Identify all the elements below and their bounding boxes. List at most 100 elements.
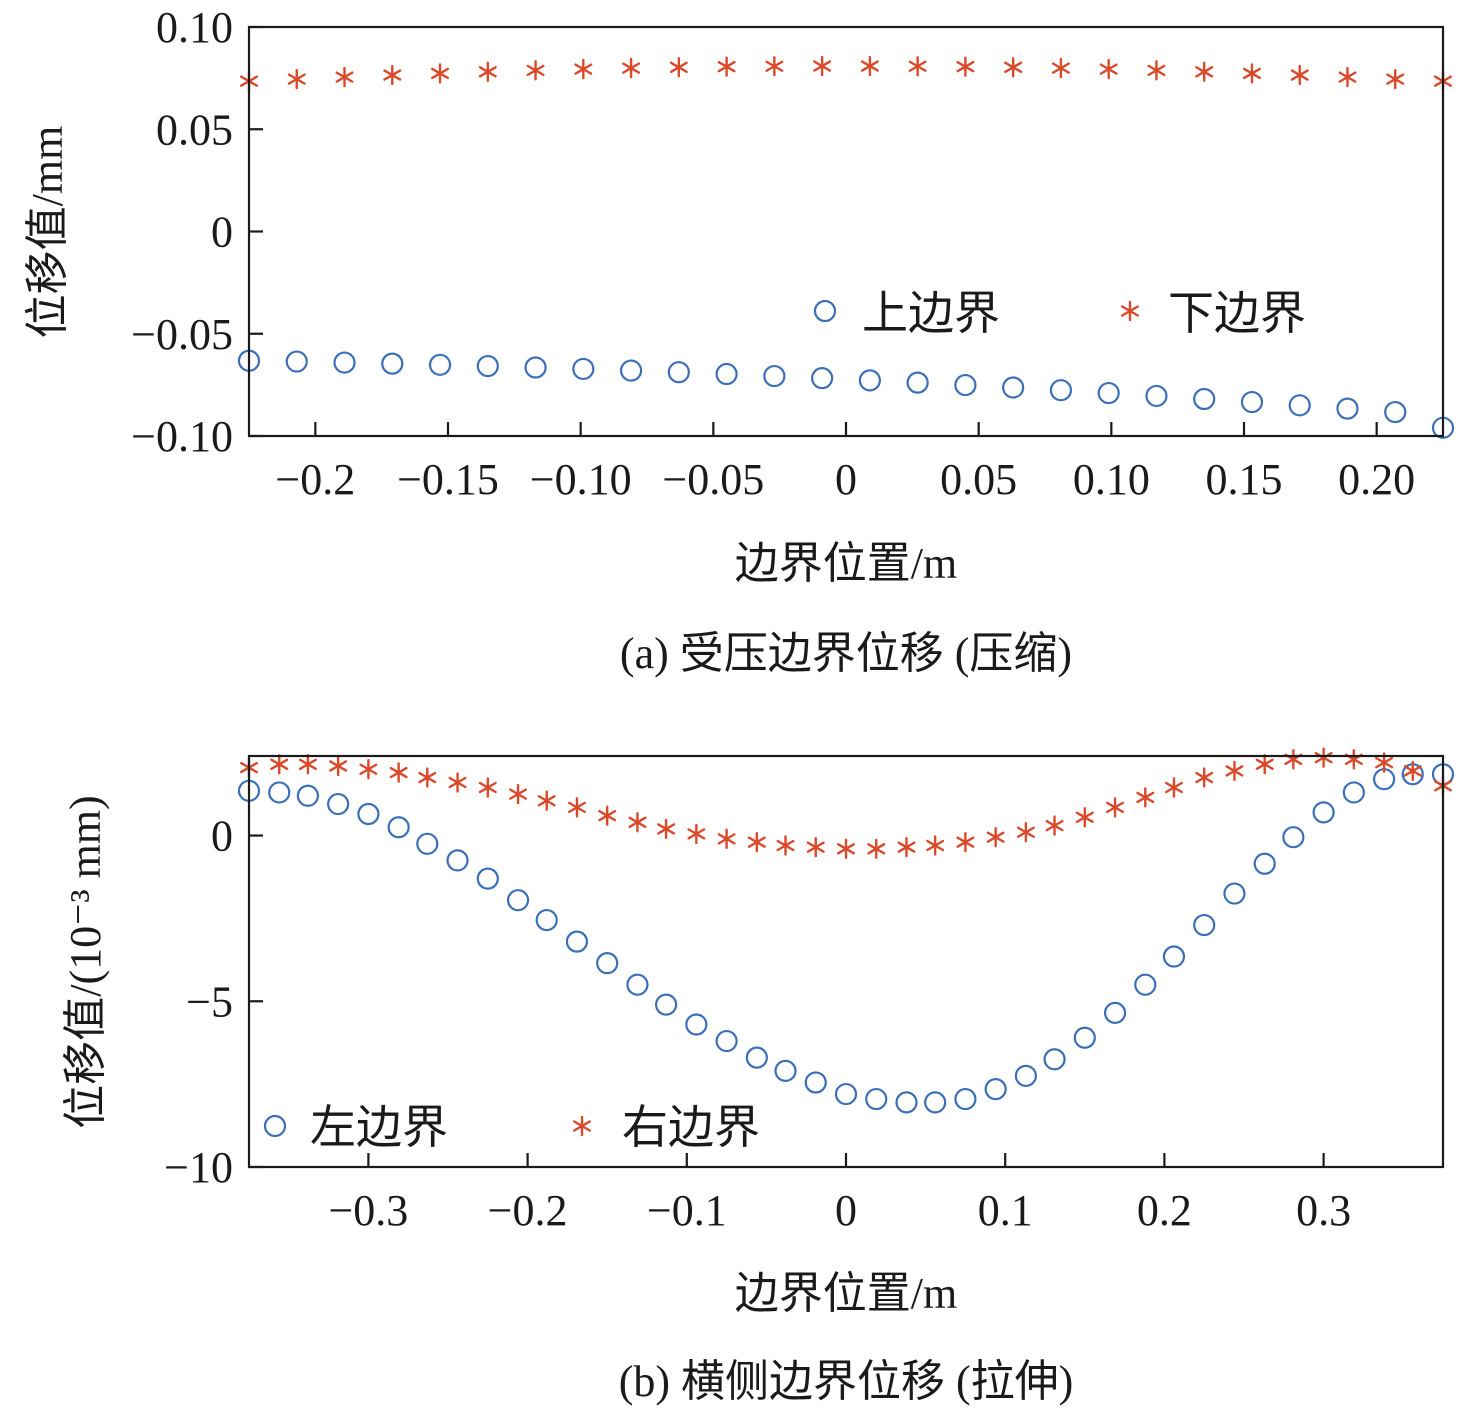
data-point-star (867, 838, 886, 860)
data-point-star (806, 836, 825, 858)
x-tick-label: −0.15 (397, 455, 499, 504)
data-point-star (1242, 63, 1261, 84)
data-point-circle (446, 849, 469, 872)
axis-ticks-a: −0.2 −0.15 −0.10 −0.05 0 0.05 0.10 0.15 0.20 0.10… (131, 3, 1415, 504)
data-point-star (1195, 61, 1214, 82)
data-point-circle (626, 973, 649, 996)
y-tick-label: −5 (186, 977, 233, 1026)
data-point-circle (745, 1046, 768, 1069)
legend-b: 左边界 右边界 (263, 1102, 760, 1153)
data-point-circle (774, 1059, 797, 1082)
data-point-circle (565, 930, 589, 953)
data-point-star (509, 783, 528, 805)
data-point-star (897, 836, 916, 858)
plot-area-b (237, 747, 1455, 1114)
x-tick-label: 0 (835, 455, 857, 504)
data-point-circle (387, 816, 410, 839)
data-point-star (1106, 797, 1125, 818)
series-a-0 (237, 349, 1455, 439)
data-point-star (359, 759, 378, 780)
series-b-0 (237, 763, 1455, 1114)
data-point-star (776, 835, 795, 856)
data-point-star (1136, 787, 1155, 808)
data-point-star (1314, 747, 1333, 768)
data-point-star (1147, 60, 1166, 81)
series-b-1 (240, 747, 1452, 860)
data-point-circle (1162, 945, 1186, 968)
x-tick-label: −0.2 (275, 455, 355, 504)
data-point-circle (619, 359, 643, 382)
data-point-circle (1342, 781, 1365, 804)
data-point-circle (685, 1013, 708, 1036)
data-point-circle (667, 361, 690, 384)
plot-area-a (237, 55, 1455, 439)
x-tick-label: 0.05 (940, 455, 1017, 504)
x-tick-label: 0.1 (978, 1186, 1033, 1235)
y-tick-label: 0.10 (156, 3, 233, 52)
plot-frame-a (247, 25, 1445, 438)
data-point-circle (804, 1071, 827, 1094)
legend-label-lower-boundary: 下边界 (1168, 288, 1306, 339)
y-axis-title-b: 位移值/(10⁻³ mm) (61, 795, 110, 1128)
data-point-star (687, 823, 706, 845)
legend-a: 上边界 下边界 (813, 288, 1306, 339)
data-point-star (383, 64, 402, 86)
data-point-star (335, 66, 354, 88)
data-point-star (669, 57, 688, 78)
data-point-circle (476, 867, 499, 890)
data-point-star (478, 777, 497, 798)
x-tick-label: 0.2 (1137, 1186, 1192, 1235)
x-tick-label: −0.1 (647, 1186, 727, 1235)
data-point-star (1051, 57, 1070, 79)
data-point-star (1386, 68, 1405, 90)
data-point-circle (1240, 390, 1264, 414)
data-point-star (448, 772, 467, 793)
data-point-circle (834, 1082, 858, 1106)
data-point-star (1255, 754, 1274, 775)
data-point-star (298, 754, 317, 775)
data-point-circle (895, 1091, 918, 1114)
x-tick-label: −0.2 (488, 1186, 568, 1235)
data-point-circle (1288, 394, 1311, 417)
data-point-circle (1282, 826, 1305, 849)
data-point-circle (715, 1029, 738, 1053)
data-point-circle (655, 993, 678, 1016)
data-point-star (526, 60, 545, 81)
y-axis-title-a: 位移值/mm (23, 126, 72, 339)
data-point-star (431, 63, 450, 84)
caption-b: (b) 横侧边界位移 (拉伸) (619, 1357, 1074, 1406)
data-point-circle (1336, 397, 1359, 420)
legend-marker-upper-boundary (813, 299, 837, 323)
data-point-star (717, 828, 736, 850)
data-point-circle (596, 952, 619, 975)
data-point-circle (858, 369, 881, 392)
axis-ticks-b: −0.3 −0.2 −0.1 0 0.1 0.2 0.3 0 −5 −10 (164, 812, 1351, 1235)
data-point-star (537, 790, 556, 811)
data-point-star (747, 831, 766, 853)
data-point-circle (506, 889, 530, 912)
data-point-circle (1014, 1064, 1037, 1087)
data-point-star (1045, 815, 1064, 836)
data-point-circle (1193, 913, 1216, 937)
data-point-circle (1223, 882, 1246, 905)
y-tick-label: −0.10 (131, 412, 233, 461)
data-point-star (926, 835, 945, 856)
data-point-circle (954, 373, 977, 397)
data-point-circle (524, 356, 547, 379)
data-point-circle (811, 367, 834, 390)
data-point-star (717, 56, 736, 77)
series-a-1 (240, 55, 1452, 92)
data-point-circle (1002, 376, 1025, 399)
data-point-circle (906, 371, 929, 394)
data-point-circle (763, 364, 786, 388)
data-point-star (986, 827, 1005, 848)
data-point-star (628, 812, 647, 833)
x-axis-title-a: 边界位置/m (735, 539, 957, 588)
data-point-star (1284, 749, 1303, 770)
legend-label-right-boundary: 右边界 (622, 1102, 760, 1153)
data-point-star (1099, 58, 1118, 80)
data-point-star (1075, 807, 1094, 828)
data-point-star (837, 838, 855, 860)
data-point-circle (1312, 801, 1335, 824)
